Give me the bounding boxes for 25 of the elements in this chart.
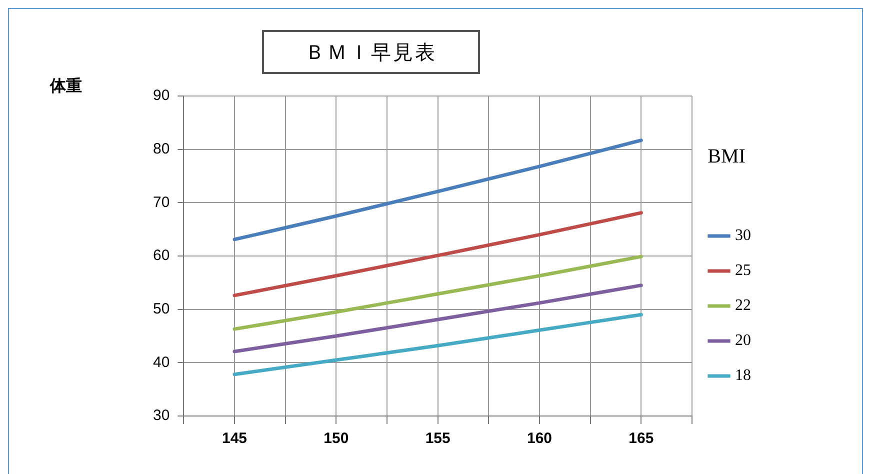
chart-title: ＢＭＩ早見表 xyxy=(262,30,480,74)
y-tick-label: 80 xyxy=(152,140,170,158)
y-tick-label: 50 xyxy=(152,300,170,318)
line-series xyxy=(232,254,643,331)
x-tick-label: 155 xyxy=(425,430,450,448)
x-tick-label: 145 xyxy=(222,430,248,448)
x-tick-label: 165 xyxy=(628,430,654,448)
y-tick-label: 60 xyxy=(152,247,170,264)
line-series xyxy=(232,211,643,298)
y-tick-label: 70 xyxy=(152,194,170,211)
y-axis-title: 体重 xyxy=(50,76,82,97)
y-tick-label: 30 xyxy=(152,407,170,424)
line-series xyxy=(232,284,643,354)
legend-title: BMI xyxy=(708,145,746,168)
legend-label: 18 xyxy=(735,367,751,384)
y-tick-label: 90 xyxy=(152,87,170,104)
line-series xyxy=(232,312,643,376)
x-tick-label: 160 xyxy=(526,430,552,448)
legend-label: 22 xyxy=(735,297,751,314)
y-tick-label: 40 xyxy=(152,354,170,371)
legend-label: 20 xyxy=(735,332,751,350)
line-series xyxy=(232,138,643,242)
legend-label: 25 xyxy=(735,262,751,280)
legend-label: 30 xyxy=(735,227,751,244)
x-tick-label: 150 xyxy=(324,430,349,448)
